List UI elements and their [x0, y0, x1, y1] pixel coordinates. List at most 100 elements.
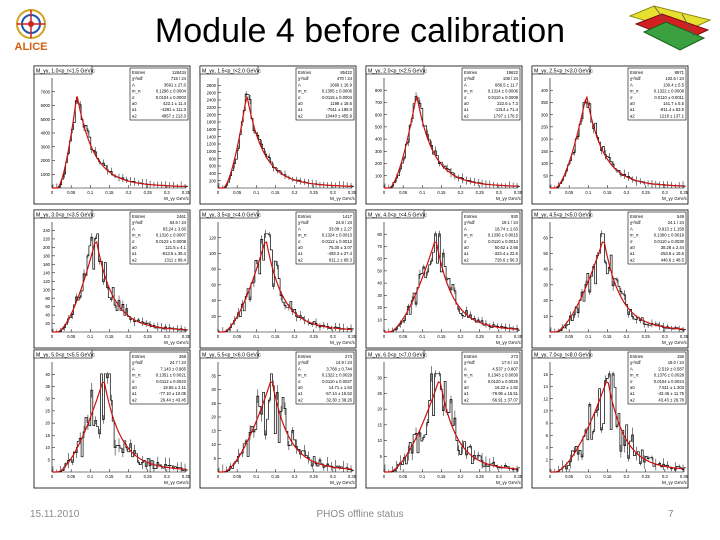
stats-label: χ²/ndf: [132, 76, 143, 81]
x-tick-label: 0.35: [348, 334, 357, 339]
y-tick-label: 1200: [207, 142, 217, 147]
fit-curve: [550, 380, 685, 473]
x-tick-label: 0.15: [105, 334, 114, 339]
y-tick-label: 6000: [41, 103, 51, 108]
stats-frame: [295, 67, 355, 121]
stats-box: Entries 1417 χ²/ndf 24.8 / 24 A 33.08 ± 2.27 m…: [295, 211, 355, 265]
stats-label: a2: [132, 113, 137, 118]
y-tick-label: 500: [375, 124, 383, 129]
x-tick-label: 0.05: [67, 334, 76, 339]
panel-title-box: [365, 349, 425, 359]
y-tick-label: 2800: [207, 83, 217, 88]
x-tick-label: 0.3: [164, 474, 170, 479]
stats-label: Entries: [464, 354, 477, 359]
stats-value: 715 / 24: [171, 76, 187, 81]
y-tick-label: 100: [43, 287, 51, 292]
stats-value: 38.28 ± 2.44: [661, 245, 685, 250]
stats-value: 0.1314 ± 0.0006: [488, 89, 519, 94]
x-axis-label: M_γγ GeV/c: [330, 340, 356, 345]
fit-curve: [384, 381, 519, 473]
stats-label: χ²/ndf: [630, 220, 641, 225]
fit-curve: [218, 381, 353, 473]
x-tick-label: 0.2: [458, 474, 464, 479]
y-tick-label: 8: [546, 421, 549, 426]
stats-value: -323.4 ± 22.6: [493, 251, 518, 256]
y-tick-label: 140: [43, 270, 51, 275]
stats-frame: [461, 67, 521, 121]
stats-frame: [129, 211, 189, 265]
stats-label: m_π: [132, 89, 141, 94]
y-tick-label: 2600: [207, 90, 217, 95]
stats-value: 63.24 ± 3.60: [163, 226, 187, 231]
footer-title: PHOS offline status: [316, 509, 404, 520]
panel-title: M_γγ, 1.5<p_t<2.0 GeV/c: [202, 69, 261, 75]
panel-title-box: [531, 65, 591, 75]
stats-label: a1: [132, 107, 137, 112]
y-tick-label: 50: [377, 268, 382, 273]
x-tick-label: 0.35: [514, 474, 523, 479]
x-tick-label: 0.25: [144, 474, 153, 479]
stats-label: a0: [298, 101, 303, 106]
y-tick-label: 20: [377, 305, 382, 310]
panel-title-box: [531, 349, 591, 359]
stats-value: 0.0122 ± 0.0008: [156, 239, 187, 244]
y-tick-label: 25: [45, 408, 50, 413]
stats-box: Entries 156 χ²/ndf 19.0 / 24 A 2.519 ± 0.587 m…: [627, 351, 687, 405]
stats-value: 0.0110 ± 0.0027: [322, 379, 353, 384]
y-tick-label: 800: [209, 156, 217, 161]
y-tick-label: 60: [377, 256, 382, 261]
y-tick-label: 220: [43, 237, 51, 242]
x-axis-label: M_γγ GeV/c: [330, 480, 356, 485]
stats-value: 811.1 ± 68.3: [329, 257, 353, 262]
y-tick-label: 80: [377, 232, 382, 237]
x-tick-label: 0: [217, 474, 220, 479]
y-tick-label: 30: [543, 282, 548, 287]
panel-title-box: [199, 349, 259, 359]
y-tick-label: 2000: [207, 112, 217, 117]
x-tick-label: 0.2: [292, 334, 298, 339]
stats-value: 1218 ± 137.1: [660, 113, 685, 118]
stats-label: a2: [464, 397, 469, 402]
stats-label: A: [464, 82, 467, 87]
x-axis-label: M_γγ GeV/c: [330, 196, 356, 201]
x-tick-label: 0.1: [419, 474, 425, 479]
stats-value: 33.08 ± 2.27: [329, 226, 353, 231]
stats-value: 273: [511, 354, 519, 359]
stats-label: a1: [630, 251, 635, 256]
stats-value: 2461: [177, 214, 187, 219]
panel-title: M_γγ, 3.0<p_t<3.5 GeV/c: [36, 213, 95, 219]
stats-value: 0.0112 ± 0.0012: [322, 239, 353, 244]
stats-value: 0.0104 ± 0.0003: [156, 95, 187, 100]
y-tick-label: 60: [211, 282, 216, 287]
y-tick-label: 20: [45, 421, 50, 426]
stats-label: a1: [464, 391, 469, 396]
stats-label: Entries: [132, 214, 145, 219]
stats-label: m_π: [298, 233, 307, 238]
y-tick-label: 30: [377, 375, 382, 380]
stats-box: Entries 2461 χ²/ndf 64.6 / 24 A 63.24 ± 3.60 m…: [129, 211, 189, 265]
phos-detector-icon: [628, 5, 712, 51]
x-tick-label: 0.25: [642, 334, 651, 339]
x-tick-label: 0.1: [585, 190, 591, 195]
x-tick-label: 0.2: [624, 190, 630, 195]
stats-box: Entries 549 χ²/ndf 24.1 / 24 A 9.913 ± 1.158 m…: [627, 211, 687, 265]
stats-value: 14.71 ± 1.63: [329, 385, 353, 390]
y-tick-label: 240: [43, 228, 51, 233]
panel-title: M_γγ, 4.0<p_t<4.5 GeV/c: [368, 213, 427, 219]
panel-title-box: [199, 65, 259, 75]
x-tick-label: 0.25: [476, 474, 485, 479]
histogram-data: [52, 233, 188, 333]
panel-title: M_γγ, 5.5<p_t<6.0 GeV/c: [202, 353, 261, 359]
stats-box: Entries 128434 χ²/ndf 715 / 24 A 3691 ± 27.0 m…: [129, 67, 189, 121]
x-tick-label: 0.25: [642, 474, 651, 479]
x-tick-label: 0.35: [182, 190, 191, 195]
x-tick-label: 0.15: [603, 334, 612, 339]
stats-value: 32.30 ± 38.26: [326, 397, 352, 402]
stats-value: 141.7 ± 5.5: [663, 101, 685, 106]
y-tick-label: 50: [543, 173, 548, 178]
y-tick-label: 120: [209, 235, 217, 240]
panel-title-box: [33, 209, 93, 219]
y-tick-label: 120: [43, 279, 51, 284]
stats-label: a1: [464, 251, 469, 256]
x-tick-label: 0.25: [310, 334, 319, 339]
